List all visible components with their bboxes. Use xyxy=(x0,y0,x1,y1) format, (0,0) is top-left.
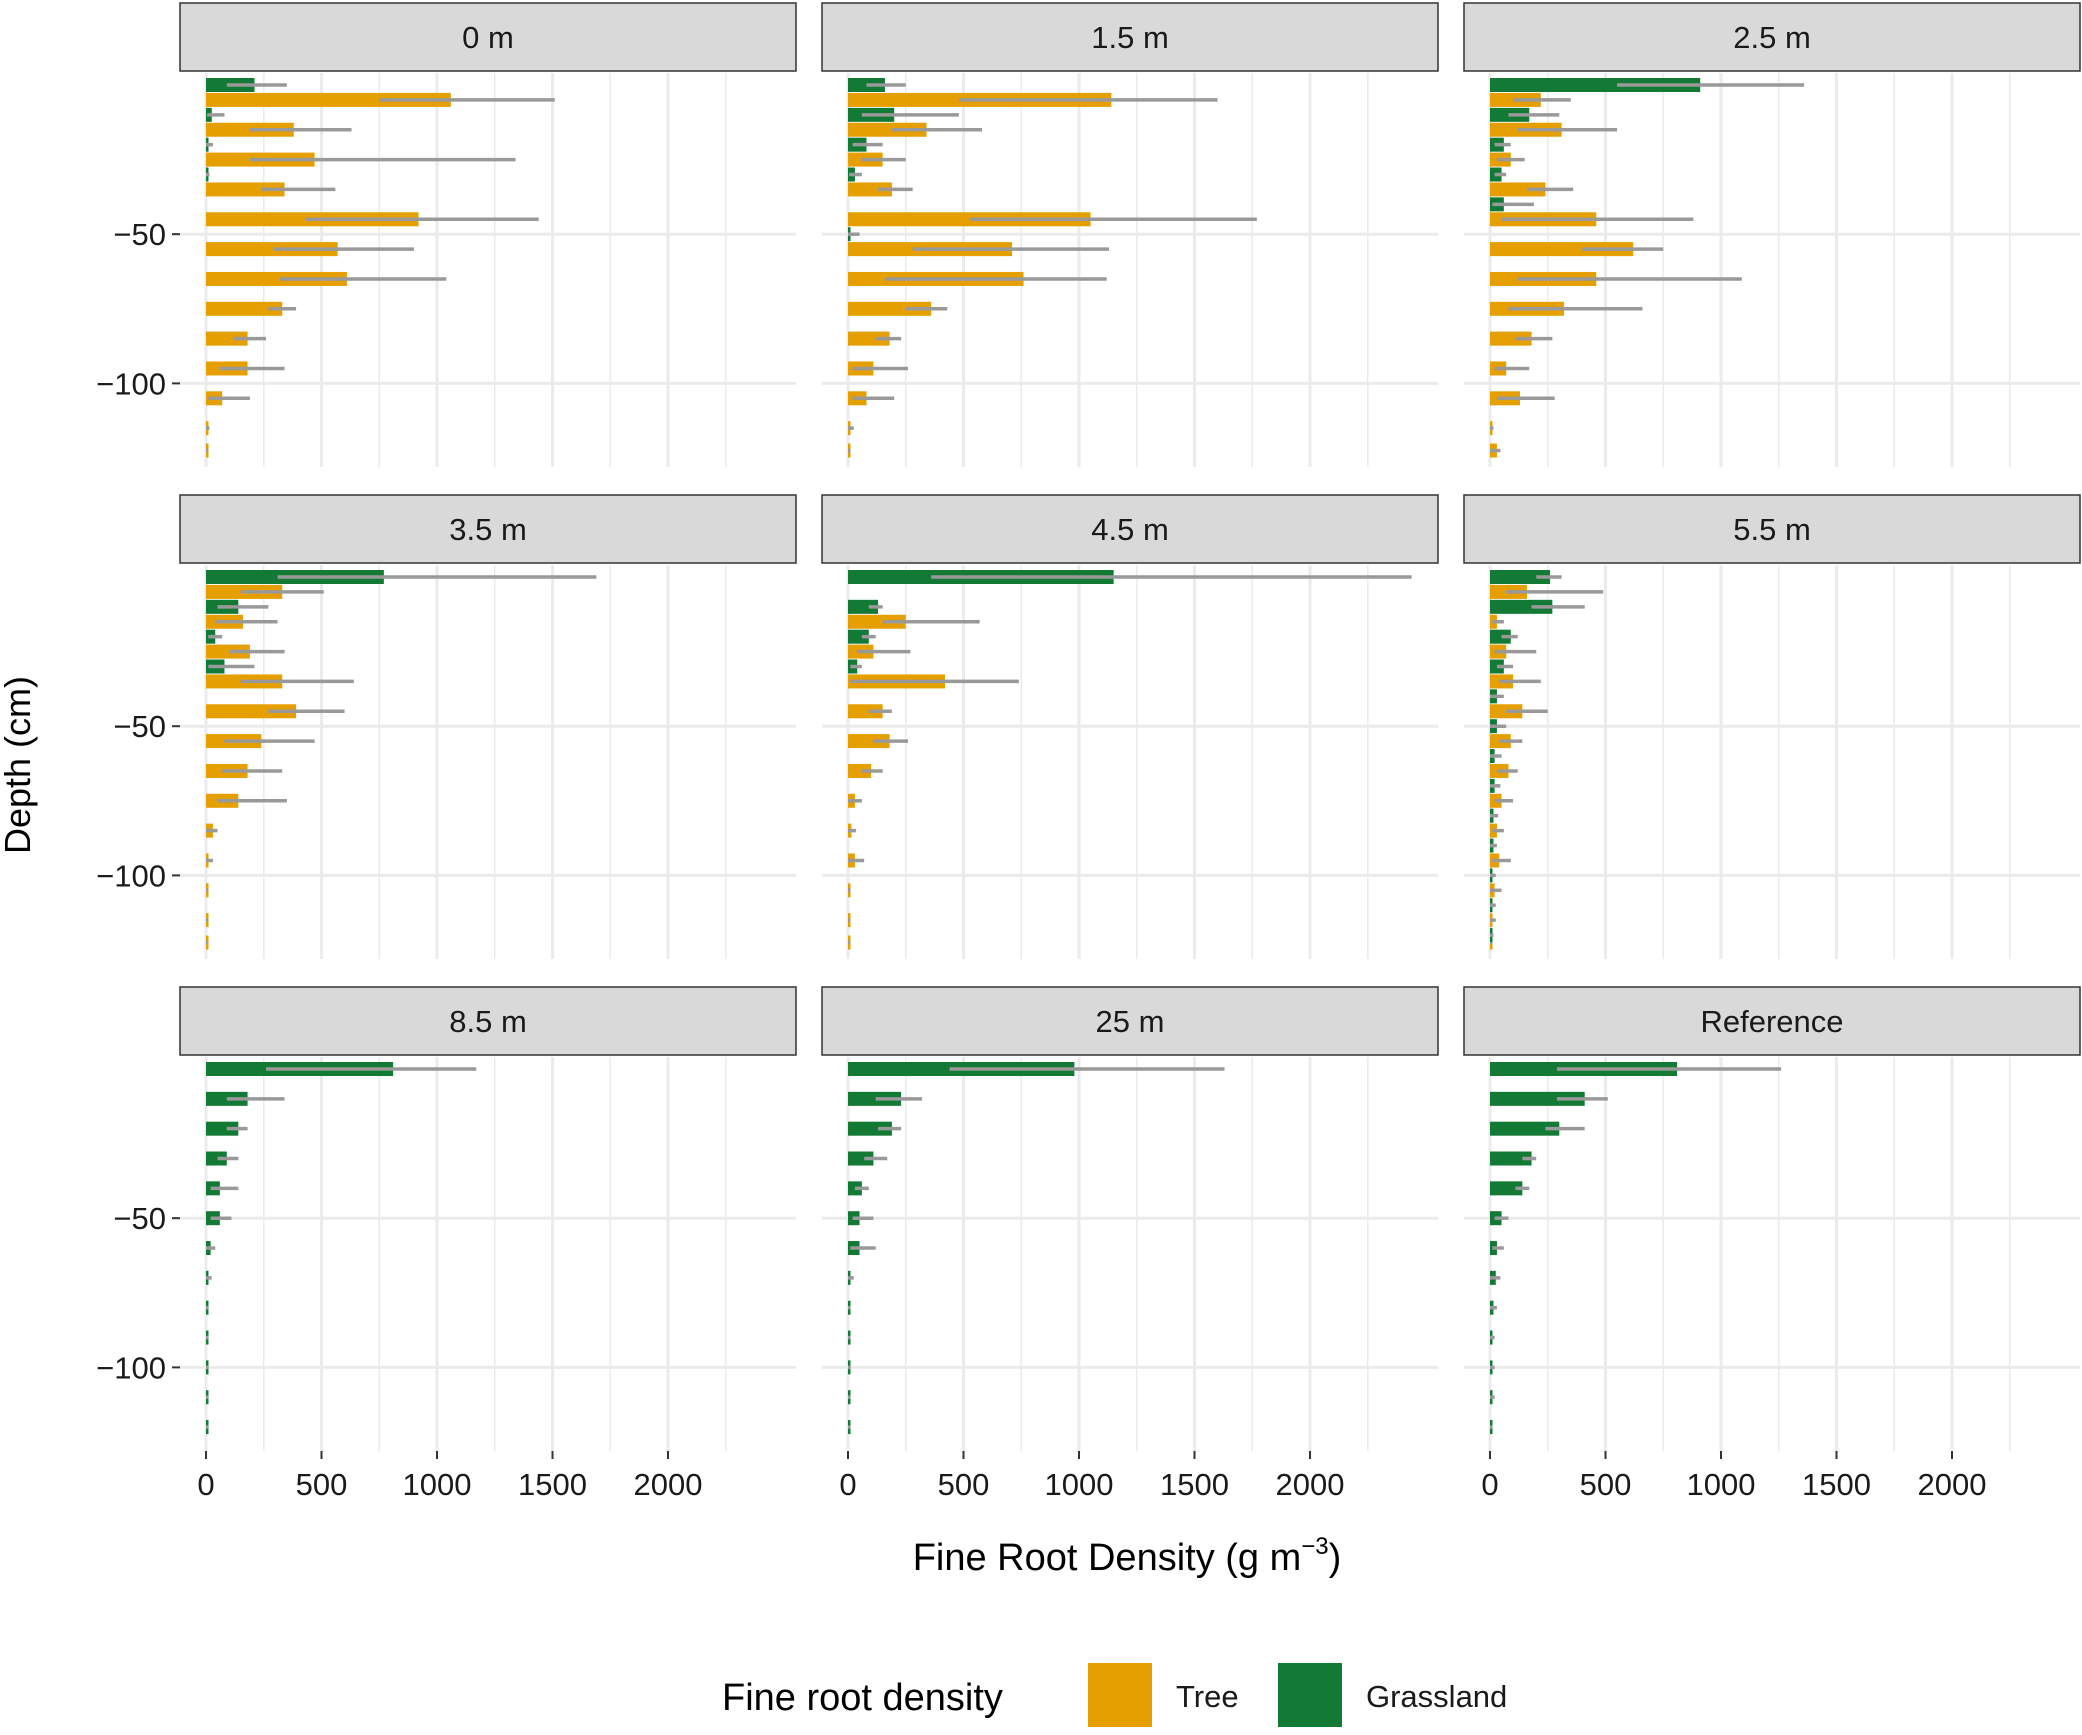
facet-label: 2.5 m xyxy=(1733,20,1811,55)
y-tick-label: −50 xyxy=(113,709,166,744)
grassland-bar xyxy=(848,1091,902,1106)
facet-label: 8.5 m xyxy=(449,1004,527,1039)
tree-bar xyxy=(206,242,338,257)
x-tick-label: 500 xyxy=(1580,1467,1632,1502)
facet-strip xyxy=(1463,2,2081,72)
legend-label-tree: Tree xyxy=(1176,1679,1239,1714)
facet-strip xyxy=(179,2,797,72)
grassland-bar xyxy=(1490,659,1504,674)
facet-label: 25 m xyxy=(1096,1004,1165,1039)
tree-bar xyxy=(848,331,890,346)
facet-label: 4.5 m xyxy=(1091,512,1169,547)
x-tick-label: 1500 xyxy=(1160,1467,1229,1502)
facet-strip xyxy=(1463,986,2081,1056)
tree-bar xyxy=(848,913,851,928)
tree-bar xyxy=(1490,242,1634,257)
grassland-bar xyxy=(848,1151,874,1166)
x-axis-title: Fine Root Density (g m−3) xyxy=(913,1533,1342,1579)
legend-swatch-tree xyxy=(1088,1663,1152,1727)
grassland-bar xyxy=(848,1121,892,1136)
tree-bar xyxy=(206,704,297,719)
tree-bar xyxy=(848,734,890,749)
tree-bar xyxy=(206,271,347,286)
grassland-bar xyxy=(848,599,879,614)
x-tick-label: 1000 xyxy=(403,1467,472,1502)
tree-bar xyxy=(206,935,209,950)
y-tick-label: −50 xyxy=(113,1201,166,1236)
legend-swatch-grassland xyxy=(1278,1663,1342,1727)
x-tick-label: 0 xyxy=(197,1467,214,1502)
y-tick-label: −100 xyxy=(96,366,166,401)
x-tick-label: 500 xyxy=(938,1467,990,1502)
grassland-bar xyxy=(848,629,869,644)
grassland-bar xyxy=(1490,1151,1532,1166)
tree-bar xyxy=(848,704,883,719)
facet-label: 5.5 m xyxy=(1733,512,1811,547)
facet-strip xyxy=(821,2,1439,72)
x-tick-label: 2000 xyxy=(1276,1467,1345,1502)
facet-strip xyxy=(1463,494,2081,564)
x-tick-label: 2000 xyxy=(1918,1467,1987,1502)
grassland-bar xyxy=(1490,599,1553,614)
x-tick-label: 1000 xyxy=(1687,1467,1756,1502)
facet-label: 0 m xyxy=(462,20,514,55)
legend-label-grassland: Grassland xyxy=(1366,1679,1507,1714)
legend-title: Fine root density xyxy=(722,1677,1003,1719)
tree-bar xyxy=(206,644,250,659)
grassland-bar xyxy=(1490,1091,1585,1106)
tree-bar xyxy=(848,763,872,778)
grassland-bar xyxy=(1490,1181,1523,1196)
y-tick-label: −50 xyxy=(113,217,166,252)
tree-bar xyxy=(848,212,1091,227)
tree-bar xyxy=(848,935,851,950)
facet-label: 3.5 m xyxy=(449,512,527,547)
x-tick-label: 1500 xyxy=(1802,1467,1871,1502)
x-tick-label: 1500 xyxy=(518,1467,587,1502)
facet-strip xyxy=(179,494,797,564)
x-tick-label: 1000 xyxy=(1045,1467,1114,1502)
tree-bar xyxy=(848,182,892,197)
x-axis-title-main: Fine Root Density (g m xyxy=(913,1537,1302,1579)
y-tick-label: −100 xyxy=(96,1350,166,1385)
x-tick-label: 500 xyxy=(296,1467,348,1502)
grassland-bar xyxy=(1490,570,1551,584)
facet-label: 1.5 m xyxy=(1091,20,1169,55)
x-tick-label: 2000 xyxy=(634,1467,703,1502)
tree-bar xyxy=(206,92,451,107)
tree-bar xyxy=(1490,704,1523,719)
tree-bar xyxy=(848,614,906,629)
facet-strip xyxy=(821,494,1439,564)
x-tick-label: 0 xyxy=(1481,1467,1498,1502)
grassland-bar xyxy=(1490,1121,1560,1136)
tree-bar xyxy=(848,301,932,316)
tree-bar xyxy=(206,182,285,197)
tree-bar xyxy=(206,331,248,346)
tree-bar xyxy=(206,301,283,316)
y-tick-label: −100 xyxy=(96,858,166,893)
x-axis-title-superscript: −3 xyxy=(1301,1533,1328,1560)
grassland-bar xyxy=(1490,629,1511,644)
facet-label: Reference xyxy=(1700,1004,1843,1039)
grassland-bar xyxy=(206,1121,239,1136)
tree-bar xyxy=(1490,182,1546,197)
grassland-bar xyxy=(206,1151,227,1166)
tree-bar xyxy=(848,122,927,137)
facet-strip xyxy=(821,986,1439,1056)
grassland-bar xyxy=(1490,78,1701,92)
x-axis-title-close: ) xyxy=(1329,1537,1342,1579)
tree-bar xyxy=(1490,331,1532,346)
x-tick-label: 0 xyxy=(839,1467,856,1502)
facet-strip xyxy=(179,986,797,1056)
y-axis-title: Depth (cm) xyxy=(0,676,38,854)
